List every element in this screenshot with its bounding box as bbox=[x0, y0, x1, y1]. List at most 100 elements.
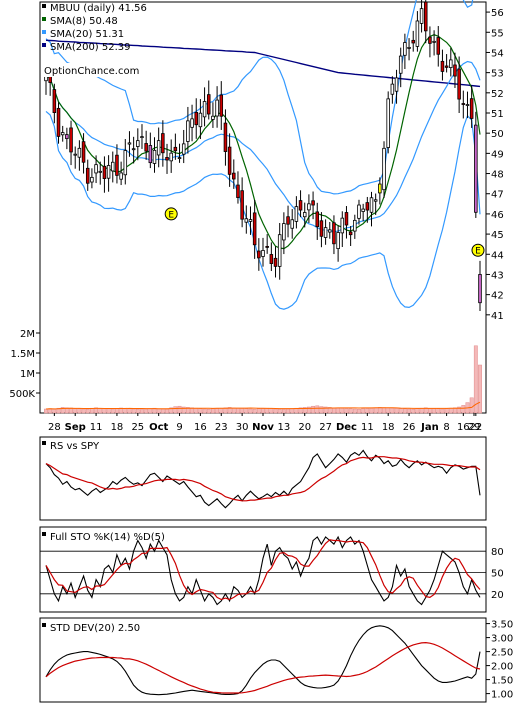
volume-bar bbox=[261, 408, 265, 414]
candle-body bbox=[282, 223, 286, 241]
std-tick-label: 2.00 bbox=[491, 662, 513, 673]
candle-body bbox=[315, 211, 320, 228]
volume-bar bbox=[386, 407, 391, 414]
volume-bar bbox=[110, 408, 115, 414]
candle-body bbox=[194, 111, 198, 126]
price-tick-label: 44 bbox=[491, 250, 504, 261]
std-average-line bbox=[45, 641, 481, 694]
price-tick-label: 51 bbox=[491, 109, 504, 120]
candle-body bbox=[286, 216, 290, 225]
volume-tick-label: 500K bbox=[9, 389, 35, 400]
candle-body bbox=[474, 124, 478, 213]
volume-bar bbox=[348, 408, 353, 414]
legend-entry: SMA(200) 52.39 bbox=[50, 42, 131, 53]
candle-body bbox=[344, 212, 349, 226]
candle-body bbox=[336, 232, 340, 250]
candle-body bbox=[465, 104, 470, 106]
volume-bar bbox=[423, 407, 428, 414]
candle-body bbox=[277, 234, 282, 267]
candle-body bbox=[215, 99, 219, 117]
candle-body bbox=[227, 146, 232, 175]
sma20-line bbox=[45, 60, 481, 233]
price-tick-label: 46 bbox=[491, 210, 504, 221]
candle-body bbox=[407, 47, 411, 49]
candle-body bbox=[311, 200, 315, 206]
x-tick-label: 18 bbox=[382, 422, 395, 433]
candle-body bbox=[56, 107, 61, 137]
price-tick-label: 42 bbox=[491, 291, 504, 302]
x-tick-label: 20 bbox=[298, 422, 311, 433]
volume-bar bbox=[73, 408, 78, 414]
x-tick-label: Dec bbox=[336, 422, 357, 433]
volume-bar bbox=[256, 408, 261, 414]
volume-bar bbox=[440, 408, 445, 414]
x-tick-label: 25 bbox=[131, 422, 144, 433]
volume-bar bbox=[269, 408, 274, 414]
volume-bar bbox=[394, 407, 399, 414]
candle-body bbox=[453, 64, 457, 77]
volume-bar bbox=[478, 364, 482, 414]
sto-tick-label: 50 bbox=[491, 569, 504, 580]
candle-body bbox=[94, 164, 98, 174]
price-tick-label: 47 bbox=[491, 190, 504, 201]
volume-bar bbox=[457, 406, 462, 414]
candle-body bbox=[390, 83, 395, 95]
x-tick-label: 29 bbox=[468, 422, 481, 433]
volume-tick-label: 1.5M bbox=[10, 349, 35, 360]
candle-body bbox=[52, 89, 57, 113]
volume-bar bbox=[215, 408, 220, 414]
volume-bar bbox=[219, 407, 224, 414]
earnings-event-label: E bbox=[475, 247, 481, 257]
candle-body bbox=[98, 170, 103, 173]
rs-panel: RS vs SPY bbox=[39, 436, 487, 521]
watermark: OptionChance.com bbox=[44, 66, 139, 77]
candle-body bbox=[440, 60, 445, 72]
candle-body bbox=[136, 140, 140, 147]
candle-body bbox=[273, 257, 278, 267]
sto-d-line bbox=[45, 539, 481, 601]
candle-body bbox=[294, 206, 299, 222]
volume-bar bbox=[319, 406, 324, 414]
candle-body bbox=[382, 147, 386, 191]
x-tick-label: 28 bbox=[48, 422, 61, 433]
candle-body bbox=[469, 98, 474, 119]
sto-k-line bbox=[45, 535, 481, 606]
legend-entry: Full STO %K(14) %D(5) bbox=[50, 532, 165, 543]
candle-body bbox=[144, 143, 148, 152]
candle-body bbox=[232, 172, 236, 180]
volume-bar bbox=[56, 407, 61, 414]
x-tick-label: 16 bbox=[194, 422, 207, 433]
candle-body bbox=[186, 120, 190, 142]
volume-bar bbox=[181, 406, 186, 414]
x-tick-label: 30 bbox=[236, 422, 249, 433]
candle-body bbox=[332, 222, 336, 245]
candle-body bbox=[365, 202, 370, 211]
candle-body bbox=[269, 254, 274, 264]
candle-body bbox=[173, 146, 178, 152]
volume-bar bbox=[402, 408, 407, 414]
volume-bar bbox=[156, 408, 161, 414]
std-tick-label: 1.00 bbox=[491, 690, 513, 701]
price-tick-label: 41 bbox=[491, 311, 504, 322]
x-tick-label: 18 bbox=[111, 422, 124, 433]
candle-body bbox=[244, 218, 249, 223]
volume-bar bbox=[248, 408, 253, 414]
candle-body bbox=[123, 150, 128, 176]
candle-body bbox=[348, 231, 353, 236]
candle-body bbox=[252, 212, 257, 246]
volume-bar bbox=[332, 407, 336, 414]
candle-body bbox=[302, 212, 307, 218]
volume-bar bbox=[135, 408, 140, 414]
x-tick-label: 27 bbox=[319, 422, 332, 433]
volume-bar bbox=[227, 407, 232, 414]
candle-body bbox=[211, 115, 215, 120]
volume-bar bbox=[365, 408, 370, 414]
volume-bar bbox=[277, 408, 282, 414]
price-tick-label: 48 bbox=[491, 170, 504, 181]
legend-swatch bbox=[42, 441, 46, 445]
candle-body bbox=[106, 165, 111, 179]
volume-bar bbox=[206, 408, 211, 414]
volume-bar bbox=[194, 407, 199, 414]
volume-bar bbox=[411, 408, 416, 414]
legend-entry: RS vs SPY bbox=[50, 441, 100, 452]
